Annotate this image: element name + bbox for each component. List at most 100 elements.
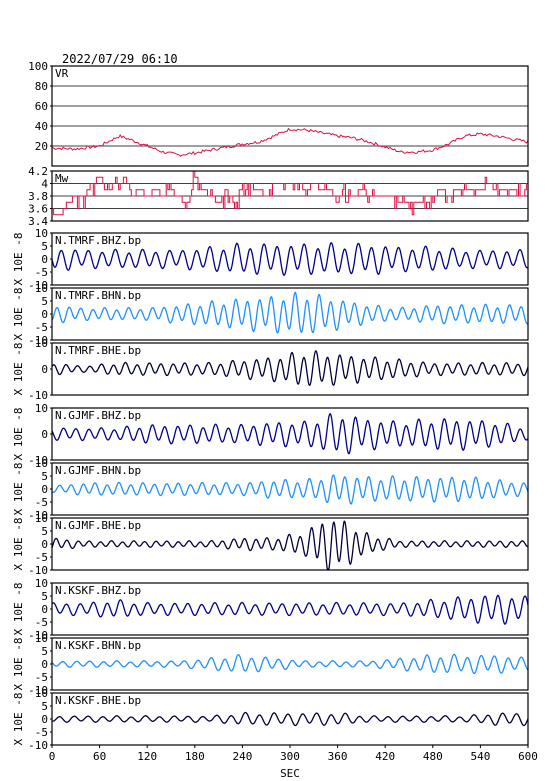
series-label: N.TMRF.BHE.bp xyxy=(55,344,141,357)
panel-frame xyxy=(51,65,529,167)
y-tick-label: -5 xyxy=(35,726,48,739)
x-tick-label: 540 xyxy=(470,750,490,763)
y-tick-label: 0 xyxy=(41,428,48,441)
y-tick-label: 5 xyxy=(41,525,48,538)
panel-frame xyxy=(51,517,529,571)
x-tick-label: 0 xyxy=(49,750,56,763)
y-tick-label: 5 xyxy=(41,700,48,713)
mw-line xyxy=(52,170,529,216)
waveform-line xyxy=(51,412,529,455)
y-axis-label: X 10E -8 xyxy=(12,343,25,396)
y-tick-label: 60 xyxy=(35,100,48,113)
panel-6 xyxy=(50,462,529,516)
y-tick-label: 3.4 xyxy=(28,215,48,228)
panel-frame xyxy=(51,170,529,222)
y-tick-label: 4.2 xyxy=(28,165,48,178)
series-label: N.GJMF.BHE.bp xyxy=(55,519,141,532)
y-tick-label: -10 xyxy=(28,509,48,522)
y-tick-label: -5 xyxy=(35,616,48,629)
y-tick-label: 10 xyxy=(35,632,48,645)
waveform-line xyxy=(51,474,529,505)
series-label: Mw xyxy=(55,172,69,185)
y-tick-label: -10 xyxy=(28,334,48,347)
waveform-line xyxy=(51,594,529,625)
waveform-line xyxy=(51,520,529,570)
panel-1 xyxy=(50,170,529,222)
y-tick-label: 0 xyxy=(41,483,48,496)
series-label: N.KSKF.BHE.bp xyxy=(55,694,141,707)
y-tick-label: -5 xyxy=(35,671,48,684)
x-tick-label: 420 xyxy=(375,750,395,763)
series-label: N.TMRF.BHZ.bp xyxy=(55,234,141,247)
y-tick-label: -10 xyxy=(28,454,48,467)
y-tick-label: 10 xyxy=(35,457,48,470)
y-tick-label: 0 xyxy=(41,538,48,551)
y-tick-label: -10 xyxy=(28,564,48,577)
y-tick-label: 5 xyxy=(41,645,48,658)
waveform-line xyxy=(51,350,529,386)
panel-frame xyxy=(51,287,529,341)
vr-line xyxy=(51,127,529,157)
y-tick-label: 10 xyxy=(35,687,48,700)
y-tick-label: 80 xyxy=(35,80,48,93)
series-label: N.TMRF.BHN.bp xyxy=(55,289,141,302)
y-tick-label: -10 xyxy=(28,279,48,292)
waveform-line xyxy=(51,711,529,727)
y-axis-label: X 10E -8 xyxy=(12,693,25,746)
y-tick-label: 0 xyxy=(41,713,48,726)
y-axis-label: X 10E -8 xyxy=(12,518,25,571)
y-tick-label: 3.6 xyxy=(28,203,48,216)
y-tick-label: 0 xyxy=(41,603,48,616)
y-tick-label: 0 xyxy=(41,363,48,376)
y-tick-label: 10 xyxy=(35,282,48,295)
panel-frame xyxy=(51,462,529,516)
y-tick-label: 0 xyxy=(41,253,48,266)
y-tick-label: 5 xyxy=(41,590,48,603)
series-label: N.GJMF.BHN.bp xyxy=(55,464,141,477)
y-tick-label: 10 xyxy=(35,577,48,590)
x-tick-label: 60 xyxy=(93,750,106,763)
y-tick-label: 10 xyxy=(35,227,48,240)
y-axis-label: X 10E -8 xyxy=(12,288,25,341)
panel-8 xyxy=(50,582,529,636)
y-tick-label: -10 xyxy=(28,739,48,752)
x-axis-label: SEC xyxy=(280,767,300,780)
x-tick-label: 300 xyxy=(280,750,300,763)
waveform-line xyxy=(51,291,529,334)
y-tick-label: 0 xyxy=(41,658,48,671)
panel-4 xyxy=(50,342,529,396)
y-tick-label: 3.8 xyxy=(28,190,48,203)
x-tick-label: 120 xyxy=(137,750,157,763)
y-axis-label: X 10E -8 xyxy=(12,463,25,516)
panel-2 xyxy=(50,232,529,286)
series-label: N.GJMF.BHZ.bp xyxy=(55,409,141,422)
y-tick-label: -10 xyxy=(28,629,48,642)
panel-frame xyxy=(51,407,529,461)
y-tick-label: -10 xyxy=(28,684,48,697)
y-tick-label: 5 xyxy=(41,470,48,483)
panel-9 xyxy=(50,637,529,691)
panel-5 xyxy=(50,407,529,461)
x-tick-label: 240 xyxy=(232,750,252,763)
y-tick-label: 5 xyxy=(41,240,48,253)
y-axis-label: X 10E -8 xyxy=(12,233,25,286)
y-axis-label: X 10E -8 xyxy=(12,638,25,691)
y-tick-label: -5 xyxy=(35,496,48,509)
datetime-header: 2022/07/29 06:10 xyxy=(62,52,178,66)
y-axis-label: X 10E -8 xyxy=(12,408,25,461)
series-label: VR xyxy=(55,67,69,80)
panel-0 xyxy=(50,65,529,167)
y-tick-label: 10 xyxy=(35,337,48,350)
series-label: N.KSKF.BHN.bp xyxy=(55,639,141,652)
y-tick-label: -5 xyxy=(35,266,48,279)
y-tick-label: 5 xyxy=(41,295,48,308)
panel-3 xyxy=(50,287,529,341)
series-label: N.KSKF.BHZ.bp xyxy=(55,584,141,597)
y-tick-label: 40 xyxy=(35,120,48,133)
y-tick-label: 100 xyxy=(28,60,48,73)
x-tick-label: 360 xyxy=(328,750,348,763)
y-axis-label: X 10E -8 xyxy=(12,583,25,636)
x-tick-label: 600 xyxy=(518,750,538,763)
